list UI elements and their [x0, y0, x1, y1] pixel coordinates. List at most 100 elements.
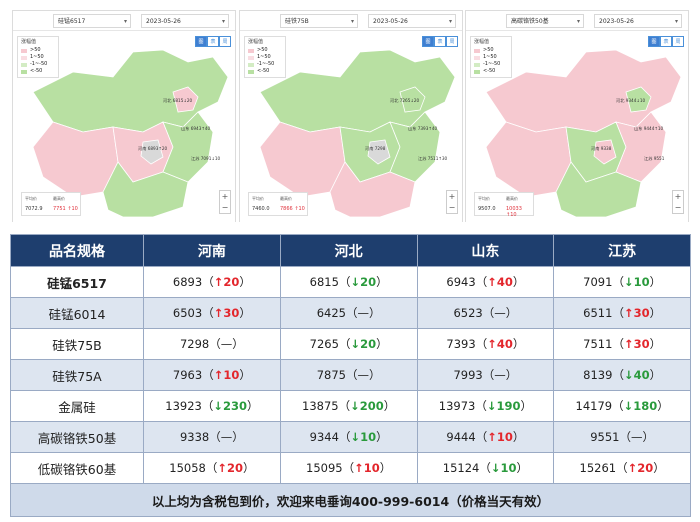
price-value: 7265 [309, 337, 339, 351]
arrow-up-icon: ↑ [213, 306, 224, 320]
map-region[interactable] [259, 121, 346, 198]
arrow-down-icon: ↓ [623, 399, 634, 413]
legend-item: <-50 [474, 68, 508, 75]
map-panel-2: 硅铁75B ▾ 2023-05-26 ▾ 河南 7298 河北 7265↓20 山东… [239, 10, 463, 222]
map-region[interactable] [32, 121, 119, 198]
map-price-label: 河北 9344↓10 [616, 97, 646, 104]
price-cell: 14179（↓180） [553, 390, 691, 422]
map-legend: 涨幅值 >50 1~50 -1~-50 <-50 [17, 36, 59, 78]
price-value: 15058 [169, 461, 206, 475]
price-cell: 9338（—） [143, 421, 281, 453]
map-region[interactable] [615, 111, 667, 183]
legend-swatch [248, 55, 254, 60]
legend-label: <-50 [257, 68, 270, 74]
zoom-out-button[interactable]: − [448, 203, 456, 212]
product-name-cell: 金属硅 [10, 390, 144, 422]
price-change: 40 [633, 368, 650, 382]
price-value: 7875 [316, 368, 347, 382]
zoom-out-button[interactable]: − [221, 203, 229, 212]
map-svg: 河南 9338 河北 9344↓10 山东 9444↑10 江苏 9551 [485, 49, 682, 218]
price-change: — [357, 368, 370, 382]
price-value: 9344 [309, 430, 339, 444]
date-select[interactable]: 2023-05-26 ▾ [368, 14, 456, 28]
price-value: 7963 [172, 368, 203, 382]
price-change: — [220, 337, 233, 351]
price-cell: 15058（↑20） [143, 452, 281, 484]
summary-high-label: 最高价 [280, 196, 292, 201]
zoom-control: + − [672, 190, 684, 214]
product-select-value: 硅锰6517 [58, 18, 86, 25]
date-select[interactable]: 2023-05-26 ▾ [594, 14, 682, 28]
zoom-in-button[interactable]: + [674, 192, 682, 201]
summary-high-value: 10033 ↑10 [506, 206, 522, 218]
arrow-up-icon: ↑ [354, 461, 364, 475]
view-button-3[interactable]: 周 [672, 36, 684, 47]
view-button-1[interactable]: 图 [648, 36, 660, 47]
legend-item: >50 [474, 47, 508, 54]
view-button-2[interactable]: 表 [660, 36, 672, 47]
price-change: 190 [496, 399, 521, 413]
view-toggle: 图表周 [648, 36, 684, 47]
price-change: 230 [222, 399, 247, 413]
map-region[interactable] [555, 161, 642, 218]
product-select[interactable]: 高碳铬铁50基 ▾ [506, 14, 584, 28]
arrow-up-icon: ↑ [627, 461, 638, 475]
arrow-down-icon: ↓ [350, 275, 361, 289]
price-value: 7511 [583, 337, 613, 351]
price-change: — [220, 430, 233, 444]
legend-label: 1~50 [30, 54, 44, 60]
price-cell: 6893（↑20） [143, 266, 281, 298]
map-region[interactable] [399, 86, 426, 113]
legend-swatch [248, 48, 254, 53]
price-change: 200 [359, 399, 384, 413]
map-region[interactable] [593, 139, 617, 165]
china-map[interactable]: 河南 6893↑20 河北 6815↓20 山东 6943↑40 江苏 7091↓10… [13, 32, 235, 222]
view-button-1[interactable]: 图 [195, 36, 207, 47]
map-region[interactable] [172, 86, 199, 113]
map-svg: 河南 6893↑20 河北 6815↓20 山东 6943↑40 江苏 7091↓10 [32, 49, 229, 218]
table-row: 低碳铬铁60基 15058（↑20） 15095（↑10） 15124（↓10）… [10, 452, 691, 484]
panel-controls: 硅锰6517 ▾ 2023-05-26 ▾ [13, 11, 235, 31]
arrow-down-icon: ↓ [623, 275, 634, 289]
map-region[interactable] [625, 86, 652, 113]
price-cell: 13973（↓190） [416, 390, 555, 422]
price-cell: 9551（—） [553, 421, 691, 453]
map-price-label: 山东 6943↑40 [181, 125, 211, 132]
price-value: 15124 [442, 461, 480, 475]
price-cell: 7091（↓10） [553, 266, 691, 298]
china-map[interactable]: 河南 7298 河北 7265↓20 山东 7393↑40 江苏 7511↑30 涨幅… [240, 32, 462, 222]
view-button-2[interactable]: 表 [434, 36, 446, 47]
arrow-down-icon: ↓ [350, 399, 360, 413]
summary-avg-label: 平均价 [252, 196, 264, 201]
view-button-2[interactable]: 表 [207, 36, 219, 47]
map-region[interactable] [389, 111, 441, 183]
map-region[interactable] [162, 111, 214, 183]
map-region[interactable] [367, 139, 391, 165]
view-button-1[interactable]: 图 [422, 36, 434, 47]
product-name-cell: 硅锰6517 [10, 266, 144, 298]
price-value: 9444 [446, 430, 476, 444]
product-select[interactable]: 硅铁75B ▾ [280, 14, 358, 28]
price-change: 30 [633, 337, 650, 351]
china-map[interactable]: 河南 9338 河北 9344↓10 山东 9444↑10 江苏 9551 涨幅值 >… [466, 32, 688, 222]
price-value: 15095 [306, 461, 343, 475]
view-button-3[interactable]: 周 [219, 36, 231, 47]
zoom-out-button[interactable]: − [674, 203, 682, 212]
summary-avg-value: 9507.0 [478, 206, 496, 212]
map-region[interactable] [140, 139, 164, 165]
price-change: — [494, 306, 506, 320]
zoom-in-button[interactable]: + [448, 192, 456, 201]
product-select[interactable]: 硅锰6517 ▾ [53, 14, 131, 28]
map-region[interactable] [102, 161, 189, 218]
table-row: 硅铁75B 7298（—） 7265（↓20） 7393（↑40） 7511（↑… [10, 328, 691, 360]
map-price-label: 江苏 9551 [644, 155, 665, 162]
legend-label: -1~-50 [257, 61, 275, 67]
price-change: — [631, 430, 643, 444]
view-button-3[interactable]: 周 [446, 36, 458, 47]
legend-item: >50 [21, 47, 55, 54]
table-row: 金属硅 13923（↓230） 13875（↓200） 13973（↓190） … [10, 390, 691, 422]
zoom-in-button[interactable]: + [221, 192, 229, 201]
date-select[interactable]: 2023-05-26 ▾ [141, 14, 229, 28]
map-region[interactable] [485, 121, 572, 198]
map-region[interactable] [329, 161, 416, 218]
